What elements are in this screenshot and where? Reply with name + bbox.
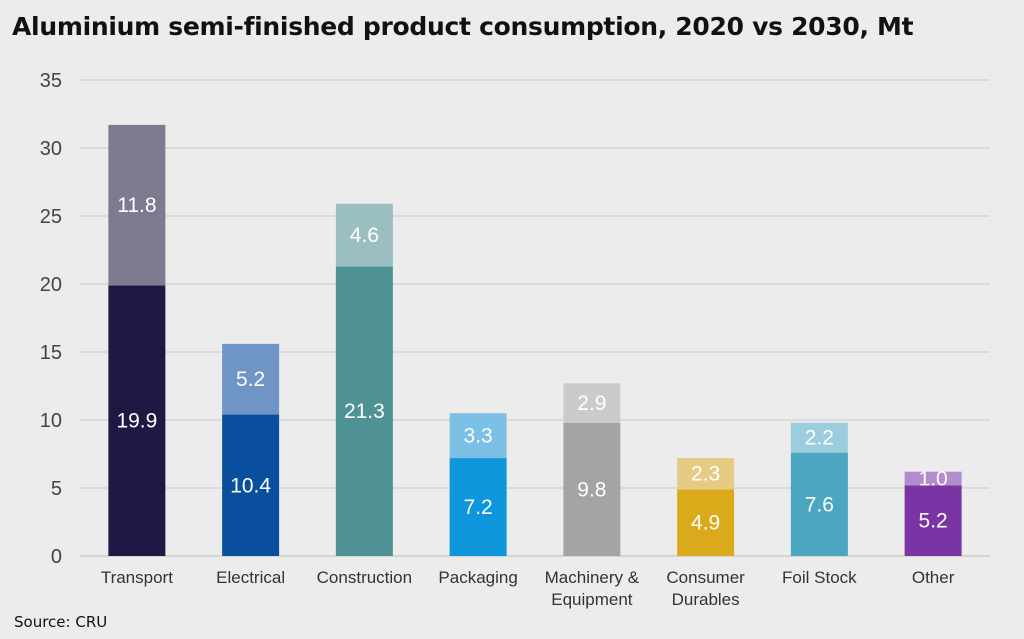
- data-label-2020: 7.2: [464, 496, 493, 519]
- bar-increment-2030: [449, 413, 507, 459]
- data-label-2020: 10.4: [230, 474, 271, 497]
- data-label-increment: 3.3: [464, 425, 493, 448]
- bar-2020: [677, 489, 735, 556]
- y-tick-label: 35: [40, 70, 62, 92]
- data-label-2020: 7.6: [805, 493, 834, 516]
- y-tick-label: 15: [40, 342, 62, 364]
- bar-increment-2030: [904, 471, 962, 486]
- y-tick-label: 10: [40, 410, 62, 432]
- source-note: Source: CRU: [14, 613, 108, 631]
- y-tick-label: 5: [51, 478, 62, 500]
- data-label-2020: 21.3: [344, 400, 385, 423]
- bar-2020: [222, 414, 280, 556]
- bar-2020: [108, 285, 166, 556]
- bar-increment-2030: [677, 458, 735, 490]
- y-tick-label: 30: [40, 138, 62, 160]
- bars: 19.9 11.8 10.4 5.2 21.3 4.6 7.2 3.3 9.8 2.9 4.9 2.3…: [108, 124, 962, 556]
- x-tick-label: Foil Stock: [782, 568, 857, 587]
- gridlines: [80, 79, 990, 557]
- x-tick-label: Electrical: [216, 568, 285, 587]
- data-label-2020: 4.9: [691, 512, 720, 535]
- data-label-2020: 9.8: [577, 478, 606, 501]
- x-tick-label: Transport: [101, 568, 173, 587]
- y-tick-label: 20: [40, 274, 62, 296]
- x-tick-label: Other: [912, 568, 955, 587]
- bar-2020: [790, 452, 848, 556]
- x-tick-label: Equipment: [551, 590, 633, 609]
- data-label-increment: 5.2: [236, 368, 265, 391]
- x-tick-label: Consumer: [666, 568, 745, 587]
- x-tick-label: Construction: [317, 568, 412, 587]
- y-axis-ticks: 0 5 10 15 20 25 30 35: [40, 70, 62, 568]
- bar-2020: [904, 485, 962, 556]
- x-tick-label: Durables: [672, 590, 740, 609]
- x-tick-label: Packaging: [438, 568, 517, 587]
- y-tick-label: 0: [51, 546, 62, 568]
- data-label-increment: 4.6: [350, 224, 379, 247]
- bar-2020: [563, 422, 621, 556]
- x-axis-ticks: Transport Electrical Construction Packaging…: [101, 568, 955, 609]
- bar-increment-2030: [335, 203, 393, 267]
- data-label-increment: 2.9: [577, 392, 606, 415]
- bar-increment-2030: [790, 422, 848, 453]
- bar-increment-2030: [108, 124, 166, 286]
- x-tick-label: Machinery &: [545, 568, 640, 587]
- data-label-increment: 11.8: [117, 194, 156, 217]
- data-label-increment: 1.0: [919, 467, 948, 490]
- chart-title: Aluminium semi-finished product consumpt…: [12, 12, 914, 41]
- data-label-increment: 2.3: [691, 463, 720, 486]
- bar-2020: [449, 458, 507, 556]
- data-label-2020: 19.9: [116, 410, 157, 433]
- bar-increment-2030: [222, 343, 280, 415]
- data-label-increment: 2.2: [805, 427, 834, 450]
- data-label-2020: 5.2: [919, 510, 948, 533]
- bar-increment-2030: [563, 383, 621, 423]
- y-tick-label: 25: [40, 206, 62, 228]
- bar-2020: [335, 266, 393, 556]
